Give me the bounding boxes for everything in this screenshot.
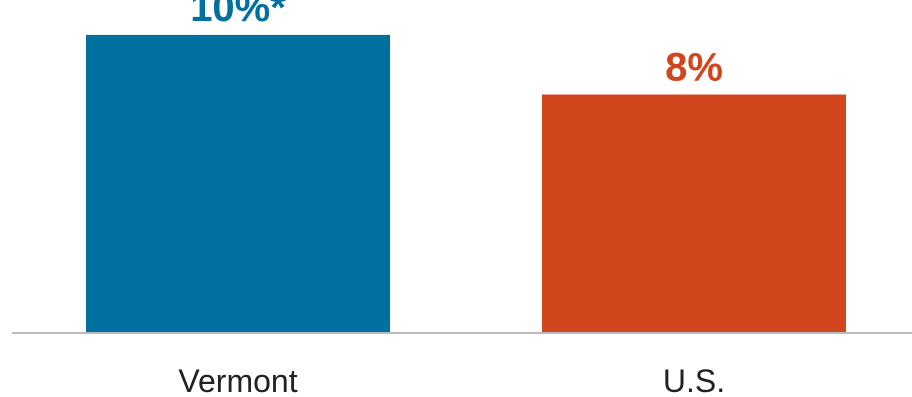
data-label-vermont: 10%*: [190, 0, 286, 30]
data-label-u-s: 8%: [665, 46, 723, 90]
bars-group: [86, 34, 846, 334]
labels-group: 10%* Vermont 8% U.S.: [178, 0, 725, 397]
category-label-u-s: U.S.: [663, 363, 725, 397]
bar-vermont: [86, 34, 390, 334]
category-label-vermont: Vermont: [178, 363, 297, 397]
bar-u-s: [542, 94, 846, 334]
